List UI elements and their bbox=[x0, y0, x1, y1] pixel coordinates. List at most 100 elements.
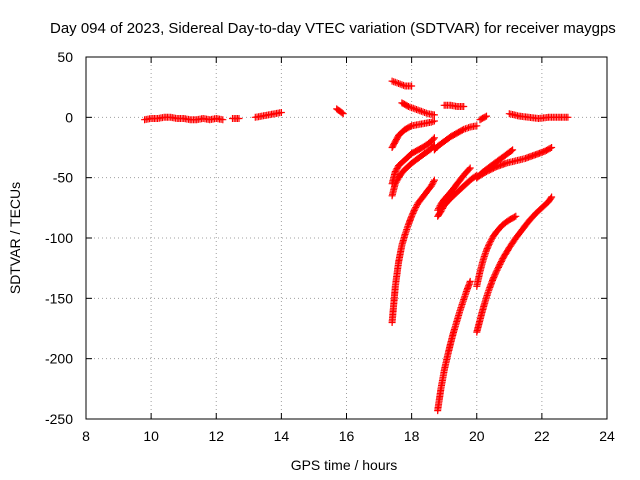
data-point bbox=[438, 206, 446, 214]
data-point bbox=[485, 240, 493, 248]
data-point bbox=[487, 236, 495, 244]
data-point bbox=[495, 262, 503, 270]
data-point bbox=[481, 113, 489, 121]
data-point bbox=[486, 239, 494, 247]
data-point bbox=[508, 147, 515, 155]
series-segment-10 bbox=[388, 117, 438, 151]
data-point bbox=[392, 178, 400, 186]
data-point bbox=[473, 122, 481, 130]
data-point bbox=[429, 135, 437, 143]
x-tick-label: 20 bbox=[469, 428, 485, 444]
x-tick-label: 8 bbox=[82, 428, 90, 444]
data-point bbox=[235, 115, 243, 122]
series-segment-2 bbox=[229, 115, 243, 122]
data-point bbox=[413, 202, 420, 210]
data-point bbox=[430, 117, 438, 125]
series-segment-16 bbox=[434, 171, 481, 220]
data-point bbox=[487, 237, 495, 245]
data-point bbox=[430, 176, 438, 184]
data-point bbox=[509, 146, 517, 154]
data-point bbox=[411, 205, 419, 213]
series-segment-3 bbox=[251, 109, 285, 121]
x-axis-label: GPS time / hours bbox=[291, 457, 398, 473]
series-segment-6 bbox=[398, 99, 438, 119]
data-point bbox=[408, 82, 416, 90]
data-point bbox=[548, 193, 556, 201]
series-segment-7 bbox=[440, 101, 468, 110]
series-segment-12 bbox=[388, 141, 438, 200]
data-point bbox=[390, 78, 398, 86]
data-point bbox=[428, 181, 436, 189]
y-tick-label: -150 bbox=[45, 290, 73, 306]
data-point bbox=[437, 208, 445, 215]
series-segment-18 bbox=[473, 144, 556, 182]
data-point bbox=[547, 194, 555, 202]
data-point bbox=[392, 166, 400, 174]
x-tick-label: 18 bbox=[404, 428, 420, 444]
data-point bbox=[466, 164, 474, 172]
data-point bbox=[430, 178, 438, 186]
data-point bbox=[277, 109, 285, 116]
x-tick-label: 24 bbox=[599, 428, 615, 444]
grid bbox=[86, 57, 607, 419]
data-point bbox=[492, 268, 500, 276]
series-segment-19 bbox=[434, 277, 474, 415]
series-segment-14 bbox=[388, 176, 438, 326]
chart-title: Day 094 of 2023, Sidereal Day-to-day VTE… bbox=[50, 20, 616, 37]
data-point bbox=[495, 263, 502, 271]
axis-ticks: 8 10 12 14 16 18 20 22 24 -250 -200 -150 -100 -50 0 50 bbox=[45, 49, 615, 444]
y-tick-label: -250 bbox=[45, 411, 73, 427]
data-point bbox=[393, 177, 401, 185]
data-point bbox=[548, 144, 556, 151]
data-point bbox=[416, 107, 424, 115]
data-point bbox=[219, 116, 227, 124]
data-point bbox=[460, 103, 468, 110]
data-point bbox=[546, 144, 554, 152]
series-segment-9 bbox=[505, 110, 572, 122]
y-tick-label: 50 bbox=[57, 49, 73, 65]
data-point bbox=[429, 179, 437, 187]
y-axis-label: SDTVAR / TECUs bbox=[7, 182, 23, 294]
data-point bbox=[430, 134, 438, 142]
data-point bbox=[497, 258, 505, 265]
data-point bbox=[406, 123, 414, 130]
series-segment-11 bbox=[388, 134, 438, 188]
series-segment-4 bbox=[333, 105, 347, 118]
data-point bbox=[458, 126, 466, 134]
data-point bbox=[391, 168, 399, 176]
data-point bbox=[512, 212, 520, 220]
y-tick-label: -100 bbox=[45, 230, 73, 246]
series-segment-1 bbox=[141, 113, 227, 124]
y-tick-label: -200 bbox=[45, 351, 73, 367]
data-point bbox=[430, 111, 438, 119]
series-segment-21 bbox=[473, 193, 556, 336]
x-tick-label: 10 bbox=[143, 428, 159, 444]
series-segment-15 bbox=[434, 164, 474, 214]
data-point bbox=[393, 165, 401, 173]
data-point bbox=[339, 110, 347, 118]
data-point bbox=[439, 204, 447, 212]
data-point bbox=[338, 109, 346, 117]
data-point bbox=[466, 277, 474, 285]
data-points bbox=[141, 77, 572, 415]
series-segment-20 bbox=[473, 212, 520, 290]
series-segment-13 bbox=[430, 122, 481, 154]
data-point bbox=[465, 165, 473, 173]
x-tick-label: 14 bbox=[274, 428, 290, 444]
data-point bbox=[483, 112, 490, 120]
data-point bbox=[465, 124, 473, 132]
data-point bbox=[511, 213, 518, 221]
data-point bbox=[391, 180, 399, 188]
data-point bbox=[564, 113, 572, 121]
data-point bbox=[396, 80, 404, 88]
x-tick-label: 16 bbox=[339, 428, 355, 444]
series-segment-8 bbox=[476, 112, 490, 124]
y-tick-label: -50 bbox=[53, 170, 73, 186]
x-tick-label: 22 bbox=[534, 428, 550, 444]
data-point bbox=[412, 204, 420, 211]
data-point bbox=[427, 182, 435, 190]
data-point bbox=[410, 207, 418, 214]
y-tick-label: 0 bbox=[65, 109, 73, 125]
data-point bbox=[408, 104, 416, 112]
